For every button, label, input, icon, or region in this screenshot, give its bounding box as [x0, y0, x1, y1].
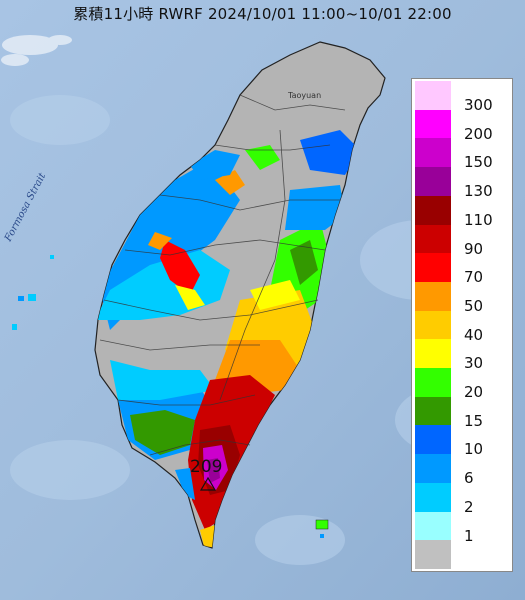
legend-label: 200 — [464, 124, 493, 143]
rain-zone-30mm-northwest — [175, 285, 205, 310]
cloud-patches — [1, 35, 72, 66]
legend-label: 15 — [464, 411, 484, 430]
legend-swatch — [415, 138, 451, 168]
legend-swatch — [415, 224, 451, 254]
orchid-island — [320, 534, 324, 538]
rain-zone-20mm-north — [245, 145, 280, 170]
max-rainfall-label: 209 — [190, 457, 222, 477]
rain-zone-6mm-east — [285, 185, 345, 230]
rain-zone-50mm-northwest — [148, 232, 172, 250]
rain-zone-6mm-southwest-coast — [175, 468, 195, 500]
legend-label: 50 — [464, 296, 484, 315]
legend-label: 130 — [464, 182, 493, 201]
legend-swatch — [415, 167, 451, 197]
legend-label: 2 — [464, 497, 474, 516]
rain-zone-15mm-south — [130, 410, 195, 455]
rain-zone-2mm-southwest — [110, 360, 215, 400]
legend-swatch — [415, 281, 451, 312]
rain-zone-15mm-east — [290, 240, 318, 285]
county-boundaries — [99, 94, 346, 456]
legend-swatch — [415, 454, 451, 484]
rain-zone-130mm-south — [207, 458, 220, 483]
rainfall-overlay — [95, 130, 360, 548]
legend-swatch — [415, 540, 451, 570]
legend-label: 10 — [464, 440, 484, 459]
legend-swatch — [415, 195, 451, 225]
legend-swatch — [415, 253, 451, 283]
legend-label: 110 — [464, 210, 493, 229]
legend-swatch — [415, 109, 451, 139]
legend-swatch — [415, 368, 451, 398]
max-marker-icon — [199, 476, 217, 491]
legend-label: 150 — [464, 153, 493, 172]
green-island — [315, 519, 329, 530]
legend-swatch — [415, 482, 451, 512]
map-title: 累積11小時 RWRF 2024/10/01 11:00~10/01 22:00 — [73, 5, 452, 23]
legend-swatch — [415, 310, 451, 340]
rain-zone-30mm-central — [250, 280, 300, 310]
legend-swatch — [415, 339, 451, 369]
legend-label: 1 — [464, 526, 474, 545]
penghu-islands — [12, 255, 54, 330]
color-legend: 300 200 150 130 110 90 70 50 40 30 20 15 10 6 2 1 — [411, 78, 513, 572]
legend-swatch — [415, 511, 451, 541]
rain-zone-6mm-north — [190, 150, 240, 180]
rain-zone-70mm-northwest — [160, 240, 200, 295]
legend-label: 30 — [464, 354, 484, 373]
legend-label: 40 — [464, 325, 484, 344]
legend-swatch — [415, 396, 451, 426]
rain-zone-10mm-north — [300, 130, 360, 175]
legend-swatch — [415, 81, 451, 111]
legend-label: 70 — [464, 268, 484, 287]
legend-label: 20 — [464, 383, 484, 401]
legend-label: 300 — [464, 96, 493, 114]
legend-swatch — [415, 425, 451, 455]
city-label: Taoyuan — [287, 91, 321, 100]
legend-label: 6 — [464, 469, 474, 488]
legend-label: 90 — [464, 239, 484, 258]
